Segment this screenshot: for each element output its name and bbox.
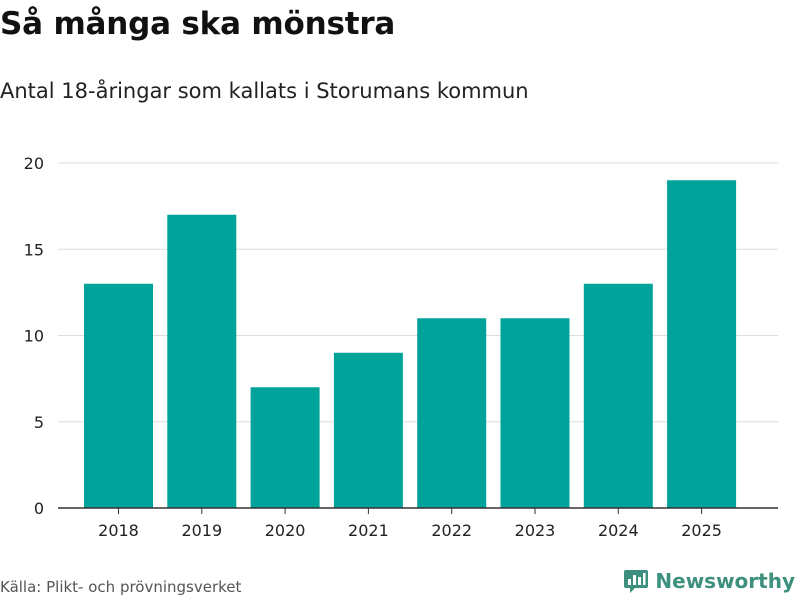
chart-title: Så många ska mönstra — [0, 6, 396, 42]
bar — [583, 283, 653, 508]
x-tick-label: 2019 — [181, 521, 222, 540]
bar-chart: 0 5 10 15 20 2018 2019 2020 2021 2022 2023 2024 2025 — [24, 154, 778, 540]
y-tick-label: 5 — [34, 413, 44, 432]
x-tick-label: 2020 — [265, 521, 306, 540]
x-tick-label: 2021 — [348, 521, 389, 540]
x-tick-label: 2022 — [431, 521, 472, 540]
y-tick-label: 0 — [34, 499, 44, 518]
bar — [667, 180, 737, 508]
source-note: Källa: Plikt- och prövningsverket — [0, 578, 242, 596]
x-tick-label: 2023 — [515, 521, 556, 540]
bar — [250, 387, 320, 508]
x-tick-label: 2024 — [598, 521, 639, 540]
newsworthy-logo-icon — [624, 570, 649, 593]
brand[interactable]: Newsworthy — [623, 568, 795, 594]
bar — [84, 283, 153, 508]
bar — [500, 318, 570, 508]
x-tick-label: 2018 — [98, 521, 139, 540]
bar — [167, 214, 237, 508]
y-tick-label: 20 — [24, 154, 44, 173]
x-tick-label: 2025 — [681, 521, 722, 540]
brand-name: Newsworthy — [655, 569, 795, 593]
y-tick-label: 10 — [24, 327, 44, 346]
chart-subtitle: Antal 18-åringar som kallats i Storumans… — [0, 79, 529, 103]
bar — [333, 352, 403, 508]
y-tick-label: 15 — [24, 240, 44, 259]
bar — [417, 318, 487, 508]
